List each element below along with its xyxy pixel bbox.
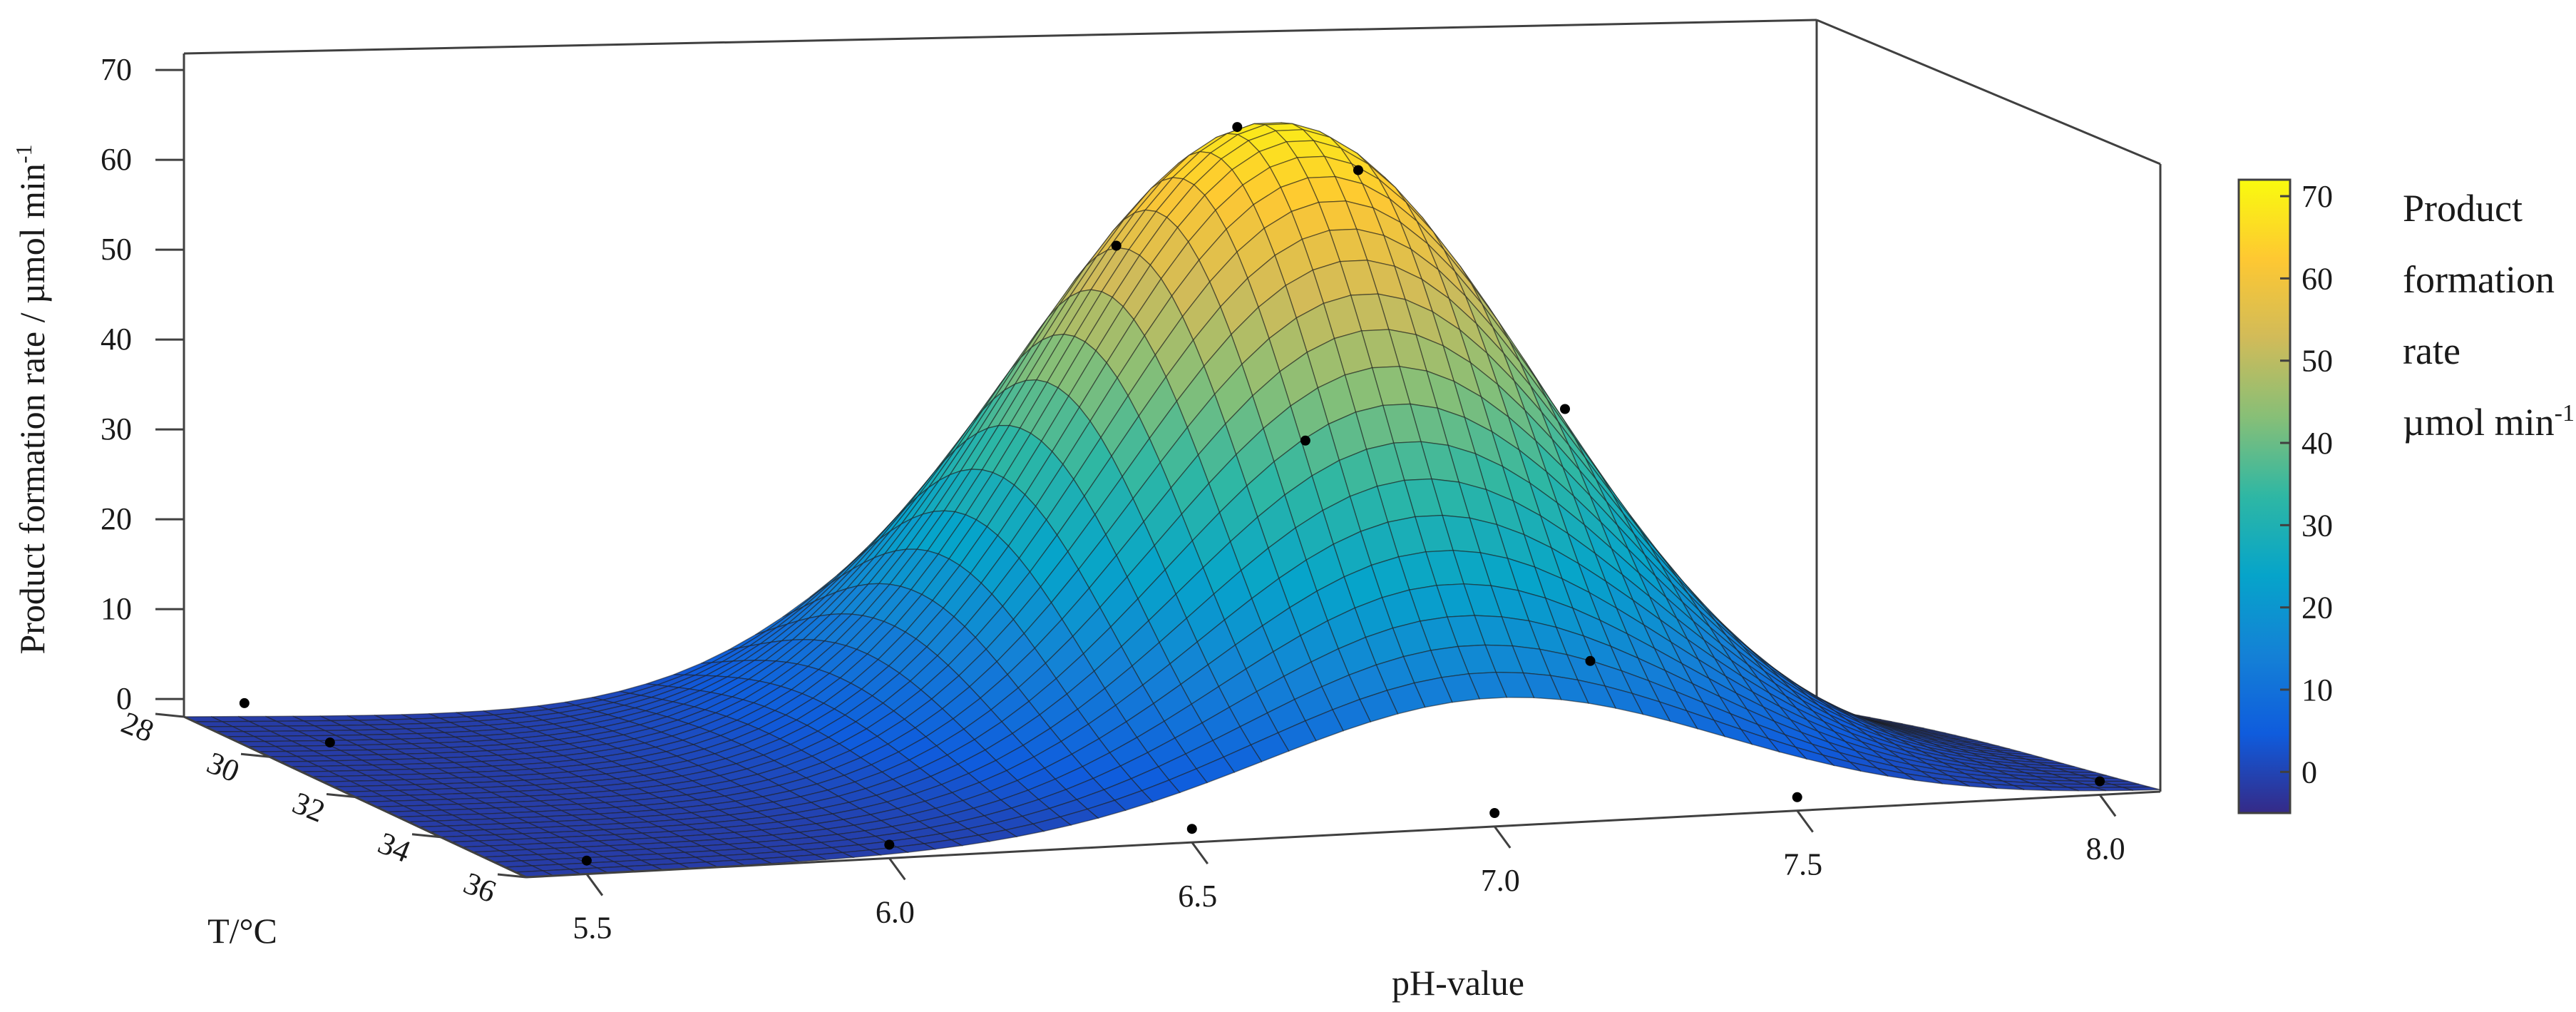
z-axis: 0 10 20 30 40 50 60 70 bbox=[101, 52, 184, 716]
data-point bbox=[581, 855, 592, 866]
data-point bbox=[1489, 808, 1500, 818]
data-point bbox=[324, 737, 335, 748]
data-point bbox=[1560, 404, 1570, 414]
data-point bbox=[1792, 792, 1802, 802]
colorbar-tick-label: 50 bbox=[2302, 344, 2333, 379]
x-tick-label: 7.0 bbox=[1481, 863, 1520, 898]
y-tick-mark bbox=[497, 873, 527, 879]
z-tick-label: 40 bbox=[101, 322, 132, 357]
z-tick-label: 20 bbox=[101, 501, 132, 536]
z-tick-label: 50 bbox=[101, 232, 132, 267]
y-tick-label: 36 bbox=[458, 865, 501, 909]
x-axis-line bbox=[525, 790, 2161, 879]
y-tick-label: 30 bbox=[202, 745, 244, 789]
data-point bbox=[1300, 435, 1310, 446]
z-tick-label: 30 bbox=[101, 412, 132, 446]
z-tick-label: 10 bbox=[101, 591, 132, 626]
x-tick-mark bbox=[1796, 809, 1814, 833]
colorbar: 0 10 20 30 40 50 60 70 Product formation rate µ… bbox=[2237, 178, 2575, 814]
x-axis: 5.5 6.0 6.5 7.0 7.5 8.0 bbox=[525, 790, 2161, 946]
y-tick-mark bbox=[155, 712, 185, 718]
x-axis-title: pH-value bbox=[1392, 963, 1524, 1003]
x-tick-label: 6.0 bbox=[876, 894, 915, 929]
x-tick-label: 8.0 bbox=[2086, 831, 2125, 866]
colorbar-ticks: 0 10 20 30 40 50 60 70 bbox=[2280, 179, 2333, 789]
x-tick-label: 6.5 bbox=[1178, 879, 1217, 914]
colorbar-unit: µmol min-1 bbox=[2403, 400, 2575, 444]
x-tick-mark bbox=[585, 873, 604, 896]
x-tick-label: 7.5 bbox=[1783, 847, 1822, 882]
x-tick-mark bbox=[2098, 794, 2117, 817]
colorbar-tick-label: 0 bbox=[2302, 755, 2317, 789]
y-tick-label: 34 bbox=[373, 825, 415, 869]
data-point bbox=[1585, 655, 1596, 666]
data-point bbox=[1186, 824, 1197, 834]
y-tick-mark bbox=[326, 793, 356, 798]
colorbar-tick-label: 40 bbox=[2302, 426, 2333, 461]
colorbar-tick-label: 10 bbox=[2302, 673, 2333, 707]
colorbar-tick-label: 70 bbox=[2302, 179, 2333, 214]
data-point bbox=[884, 839, 895, 850]
axes-box bbox=[183, 19, 2162, 792]
y-tick-mark bbox=[240, 752, 270, 758]
y-tick-mark bbox=[411, 833, 441, 839]
y-axis-title: T/°C bbox=[207, 911, 277, 951]
colorbar-tick-label: 30 bbox=[2302, 508, 2333, 543]
z-tick-label: 70 bbox=[101, 52, 132, 87]
data-point bbox=[1353, 165, 1363, 175]
surface bbox=[183, 122, 2161, 878]
data-point bbox=[2095, 776, 2105, 787]
colorbar-title-2: formation bbox=[2403, 258, 2555, 301]
x-tick-mark bbox=[1494, 826, 1512, 849]
z-tick-label: 0 bbox=[116, 681, 132, 716]
data-point bbox=[1111, 240, 1122, 251]
z-tick-label: 60 bbox=[101, 142, 132, 177]
data-point bbox=[1232, 122, 1243, 133]
x-tick-label: 5.5 bbox=[573, 911, 612, 946]
colorbar-gradient bbox=[2237, 178, 2292, 814]
colorbar-title-3: rate bbox=[2403, 329, 2460, 372]
x-tick-mark bbox=[888, 857, 906, 881]
z-axis-title: Product formation rate / µmol min-1 bbox=[11, 144, 52, 654]
data-points bbox=[239, 122, 2105, 866]
colorbar-tick-label: 20 bbox=[2302, 591, 2333, 625]
y-tick-label: 32 bbox=[287, 785, 329, 829]
colorbar-tick-label: 60 bbox=[2302, 261, 2333, 296]
data-point bbox=[239, 697, 250, 708]
colorbar-title-1: Product bbox=[2403, 187, 2523, 230]
x-tick-mark bbox=[1191, 842, 1209, 864]
